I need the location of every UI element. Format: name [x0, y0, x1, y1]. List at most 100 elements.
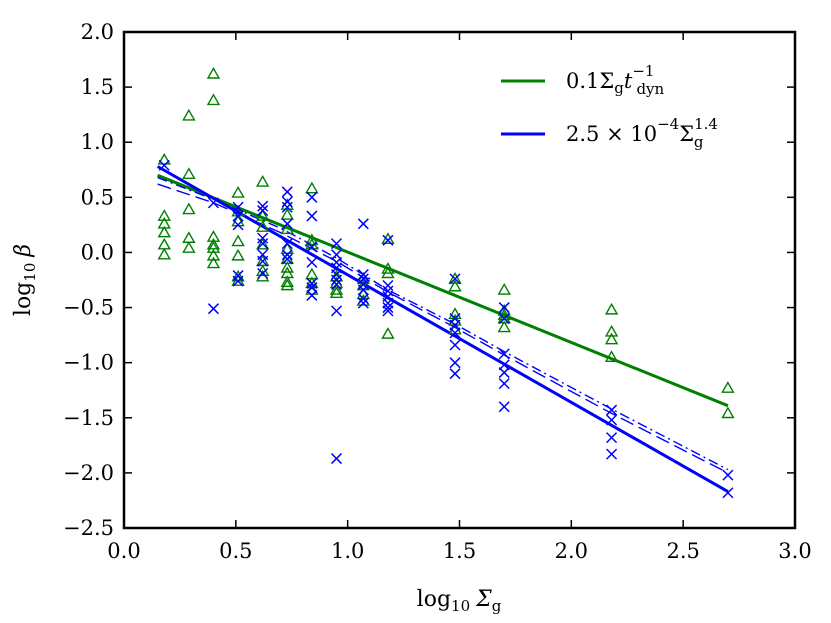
cross-point — [257, 255, 269, 267]
triangle-point — [255, 237, 270, 250]
cross-point — [306, 210, 318, 222]
cross-point — [722, 469, 734, 481]
cross-point — [232, 219, 244, 231]
x-axis-label: log10 Σg — [417, 587, 502, 615]
triangle-point — [182, 241, 196, 253]
x-tick-label: 0.5 — [219, 539, 252, 563]
cross-point — [606, 404, 618, 416]
cross-point — [257, 232, 269, 244]
triangle-point — [206, 66, 221, 79]
triangle-point — [497, 320, 511, 333]
triangle-point — [182, 231, 196, 243]
green-fit-line — [157, 173, 729, 408]
triangle-point — [206, 93, 221, 106]
cross-point — [449, 327, 461, 339]
triangle-point — [231, 234, 245, 247]
triangle-point — [231, 274, 245, 286]
cross-point — [232, 270, 244, 282]
triangle-point — [448, 279, 462, 292]
y-tick-label: 1.5 — [81, 75, 114, 99]
y-tick-label: 0.5 — [81, 185, 114, 209]
triangle-point — [604, 324, 619, 337]
blue-dashed-line — [157, 183, 729, 474]
cross-point — [357, 218, 369, 230]
cross-point — [330, 268, 343, 281]
triangle-point — [305, 181, 319, 194]
legend: 0.1Σgt−1 dyn 2.5 × 10−4Σ1.4 g — [501, 62, 718, 151]
legend-label-blue: 2.5 × 10−4Σ1.4 g — [566, 115, 718, 151]
cross-point — [357, 293, 369, 305]
triangle-point — [280, 275, 294, 288]
cross-point — [158, 159, 170, 171]
cross-point — [257, 267, 269, 279]
cross-point — [281, 201, 293, 213]
triangle-point — [329, 286, 344, 299]
cross-point — [357, 278, 369, 290]
y-tick-label: −1.0 — [63, 351, 114, 375]
cross-point — [257, 200, 269, 212]
cross-point — [232, 210, 244, 222]
cross-point — [606, 432, 618, 444]
triangle-point — [206, 241, 221, 253]
x-tick-label: 2.5 — [666, 539, 699, 563]
y-tick-label: 2.0 — [81, 20, 114, 44]
cross-point — [306, 191, 318, 203]
cross-point — [257, 205, 269, 217]
cross-point — [382, 279, 394, 292]
cross-point — [281, 218, 293, 230]
triangle-point — [329, 283, 344, 295]
triangle-point — [206, 256, 221, 269]
triangle-point — [182, 167, 196, 180]
triangle-point — [255, 174, 270, 187]
cross-point — [498, 302, 510, 314]
cross-point — [306, 241, 318, 253]
triangle-point — [182, 108, 196, 121]
cross-point — [330, 274, 343, 286]
triangle-point — [231, 248, 245, 261]
cross-point — [330, 238, 343, 250]
cross-point — [281, 249, 293, 261]
cross-point — [330, 453, 343, 465]
triangle-point — [448, 307, 462, 319]
triangle-point — [604, 302, 619, 315]
triangle-point — [182, 202, 196, 215]
cross-point — [330, 256, 343, 268]
y-axis-label: log10β — [11, 244, 39, 316]
y-tick-label: −1.5 — [63, 406, 114, 430]
triangle-point — [381, 232, 395, 245]
cross-point — [306, 277, 318, 289]
cross-point — [281, 196, 293, 208]
cross-point — [357, 297, 369, 309]
cross-point — [449, 368, 461, 380]
triangle-point — [381, 266, 395, 279]
y-tick-label: 1.0 — [81, 130, 114, 154]
triangle-point — [157, 152, 171, 165]
cross-point — [357, 268, 369, 281]
blue-dashdot-line — [157, 176, 729, 471]
cross-point — [498, 401, 510, 413]
triangle-point — [305, 283, 319, 295]
cross-point — [498, 378, 510, 390]
cross-point — [207, 303, 219, 315]
y-tick-label: 0.0 — [81, 240, 114, 264]
cross-point — [281, 186, 293, 198]
cross-point — [449, 357, 461, 369]
cross-point — [257, 238, 269, 250]
cross-point — [382, 285, 394, 297]
triangle-point — [280, 208, 294, 220]
y-tick-label: −2.5 — [63, 516, 114, 540]
cross-point — [232, 201, 244, 213]
cross-point — [606, 414, 618, 426]
triangle-point — [280, 260, 294, 273]
triangle-point — [497, 283, 511, 295]
data-marks — [156, 66, 735, 499]
triangle-point — [157, 225, 171, 238]
x-tick-label: 1.0 — [331, 539, 364, 563]
triangle-point — [231, 186, 245, 198]
triangle-point — [255, 220, 270, 232]
cross-point — [232, 275, 244, 287]
cross-point — [330, 305, 343, 317]
cross-point — [498, 367, 510, 379]
cross-point — [357, 273, 369, 285]
